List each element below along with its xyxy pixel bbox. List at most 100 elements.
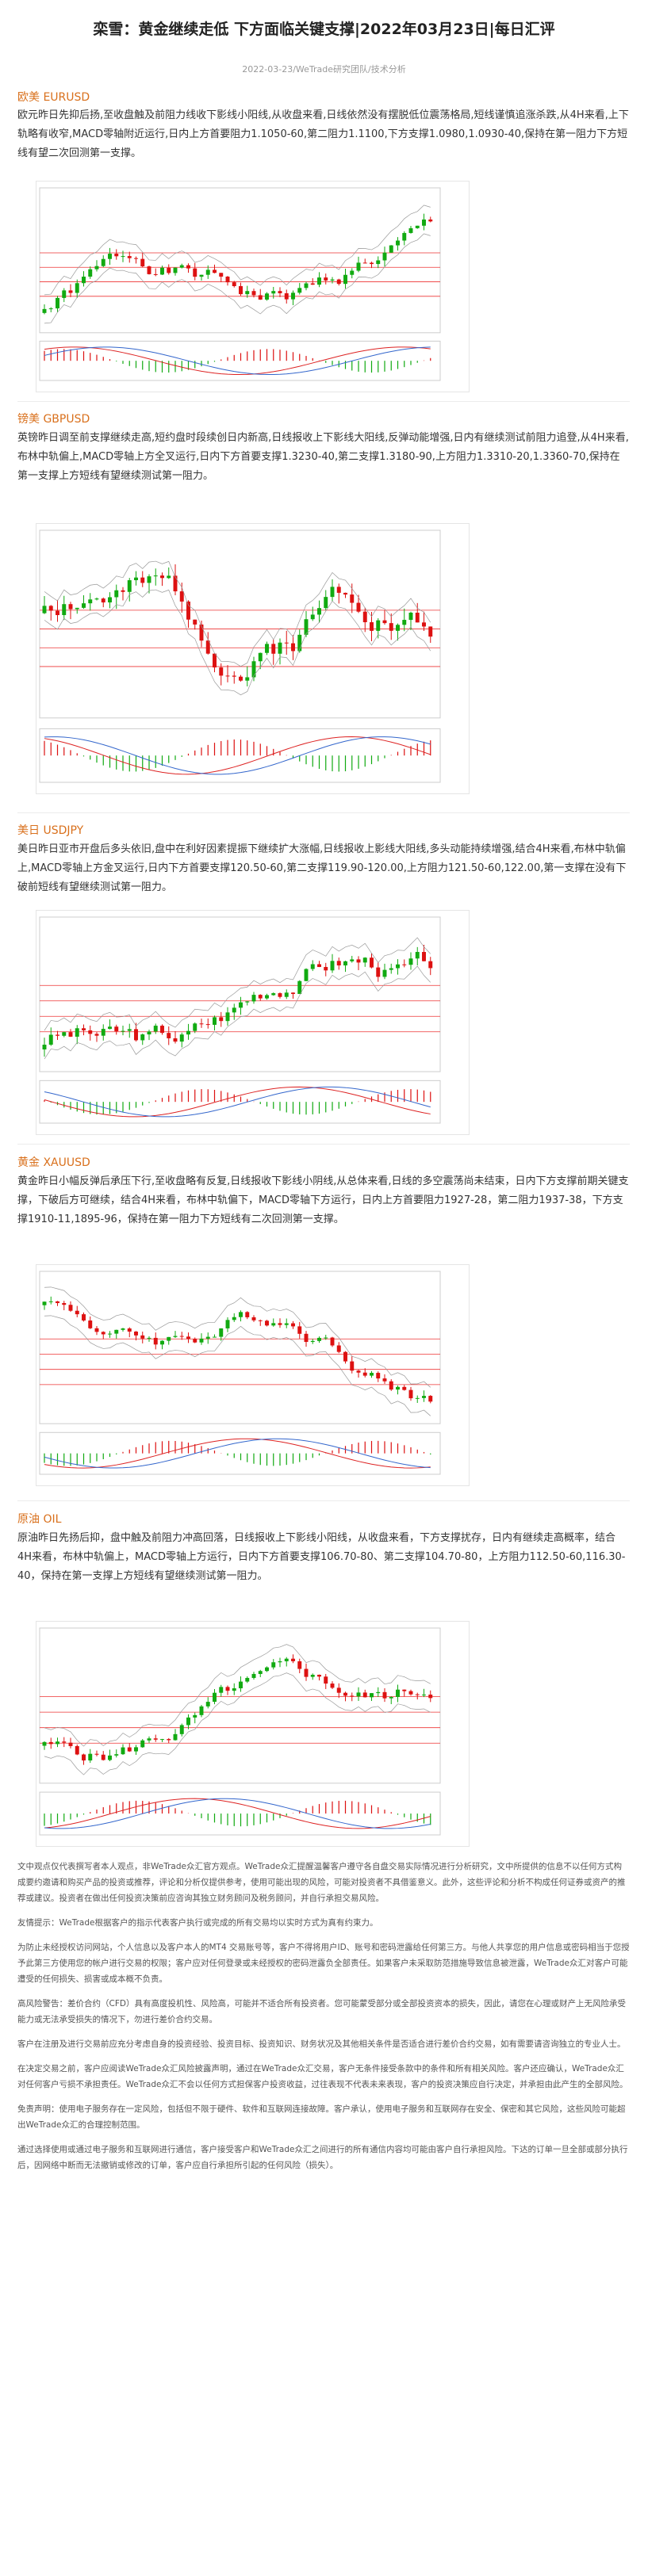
- section-text: 黄金昨日小幅反弹后承压下行,至收盘略有反复,日线报收下影线小阴线,从总体来看,日…: [17, 1175, 629, 1225]
- macd-bar: [227, 1453, 228, 1456]
- macd-bar: [76, 350, 78, 361]
- macd-bar: [279, 751, 281, 756]
- candle-body: [160, 575, 164, 579]
- candle-body: [291, 292, 295, 300]
- candle-body: [108, 1755, 112, 1760]
- candle-body: [48, 1741, 53, 1745]
- candle-body: [376, 620, 381, 631]
- candle-body: [68, 1742, 73, 1746]
- macd-bar: [259, 1453, 261, 1466]
- candle-body: [167, 1033, 171, 1038]
- macd-bar: [410, 1447, 412, 1454]
- macd-bar: [56, 349, 59, 361]
- macd-bar: [370, 361, 373, 373]
- macd-bar: [109, 1805, 111, 1814]
- candle-body: [284, 1323, 289, 1325]
- macd-bar: [76, 753, 78, 756]
- candle-body: [134, 1331, 138, 1336]
- candle-body: [48, 1034, 53, 1045]
- candle-body: [121, 1328, 125, 1330]
- candle-body: [336, 587, 341, 593]
- candle-body: [324, 966, 328, 971]
- macd-bar: [122, 1802, 124, 1814]
- candle-body: [356, 602, 361, 612]
- candle-body: [68, 1305, 73, 1311]
- candle-body: [389, 1381, 393, 1390]
- candle-body: [75, 607, 79, 610]
- candle-body: [213, 1017, 217, 1025]
- candle-body: [225, 1012, 230, 1022]
- candle-body: [396, 1386, 400, 1390]
- candle-body: [82, 1314, 86, 1321]
- divider: [17, 1144, 630, 1145]
- macd-bar: [318, 1102, 320, 1114]
- macd-bar: [155, 1100, 156, 1103]
- macd-bar: [384, 755, 385, 759]
- candle-body: [258, 652, 263, 662]
- candle-body: [408, 1389, 413, 1399]
- section-heading: 镑美 GBPUSD: [17, 413, 90, 426]
- macd-bar: [194, 1814, 196, 1816]
- candle-body: [297, 1326, 302, 1334]
- macd-bar: [96, 1102, 98, 1115]
- candle-body: [291, 1658, 295, 1661]
- candle-body: [232, 282, 236, 286]
- macd-bar: [286, 1453, 287, 1466]
- macd-bar: [56, 1453, 59, 1466]
- candle-body: [343, 592, 347, 595]
- macd-bar: [233, 1453, 235, 1458]
- band-lower: [44, 233, 431, 324]
- candle-body: [402, 232, 407, 241]
- candle-body: [330, 1684, 335, 1688]
- candle-body: [402, 620, 407, 625]
- candle-body: [193, 268, 197, 277]
- candle-body: [160, 267, 164, 275]
- candle-body: [271, 644, 276, 654]
- macd-bar: [430, 357, 431, 361]
- candle-body: [310, 614, 315, 620]
- candle-body: [213, 653, 217, 668]
- macd-bar: [397, 1089, 399, 1103]
- candle-body: [362, 611, 367, 623]
- chart-panel: [39, 1271, 441, 1424]
- macd-bar: [155, 1442, 156, 1454]
- macd-bar: [227, 357, 228, 361]
- candle-body: [101, 1029, 105, 1036]
- macd-bar: [364, 1441, 366, 1454]
- candle-body: [382, 969, 387, 977]
- candle-body: [284, 1658, 289, 1661]
- candle-body: [173, 267, 178, 273]
- candle-body: [278, 291, 282, 294]
- macd-bar: [312, 1102, 313, 1114]
- macd-bar: [70, 750, 71, 756]
- macd-bar: [161, 361, 163, 373]
- candle-body: [232, 1007, 236, 1013]
- candle-body: [304, 283, 309, 289]
- candle-body: [179, 1725, 184, 1734]
- macd-bar: [351, 1443, 353, 1454]
- candle-body: [310, 1674, 315, 1677]
- macd-bar: [207, 744, 209, 756]
- candle-body: [317, 608, 321, 615]
- candle-body: [370, 1373, 374, 1376]
- macd-bar: [56, 1814, 59, 1824]
- macd-bar: [122, 1451, 124, 1454]
- candle-body: [291, 992, 295, 995]
- divider: [17, 1500, 630, 1501]
- macd-panel: [39, 1791, 441, 1836]
- macd-bar: [397, 361, 399, 369]
- candle-body: [127, 1328, 132, 1332]
- candle-body: [94, 1753, 99, 1755]
- macd-bar: [370, 1440, 373, 1454]
- macd-bar: [116, 1102, 117, 1114]
- candle-body: [88, 1753, 93, 1761]
- macd-bar: [207, 1089, 209, 1103]
- candle-body: [179, 1034, 184, 1042]
- macd-bar: [194, 361, 196, 369]
- candle-body: [239, 285, 243, 295]
- chart-image: [36, 1264, 470, 1486]
- macd-line: [44, 736, 431, 775]
- candle-body: [376, 967, 381, 977]
- macd-line: [44, 346, 431, 376]
